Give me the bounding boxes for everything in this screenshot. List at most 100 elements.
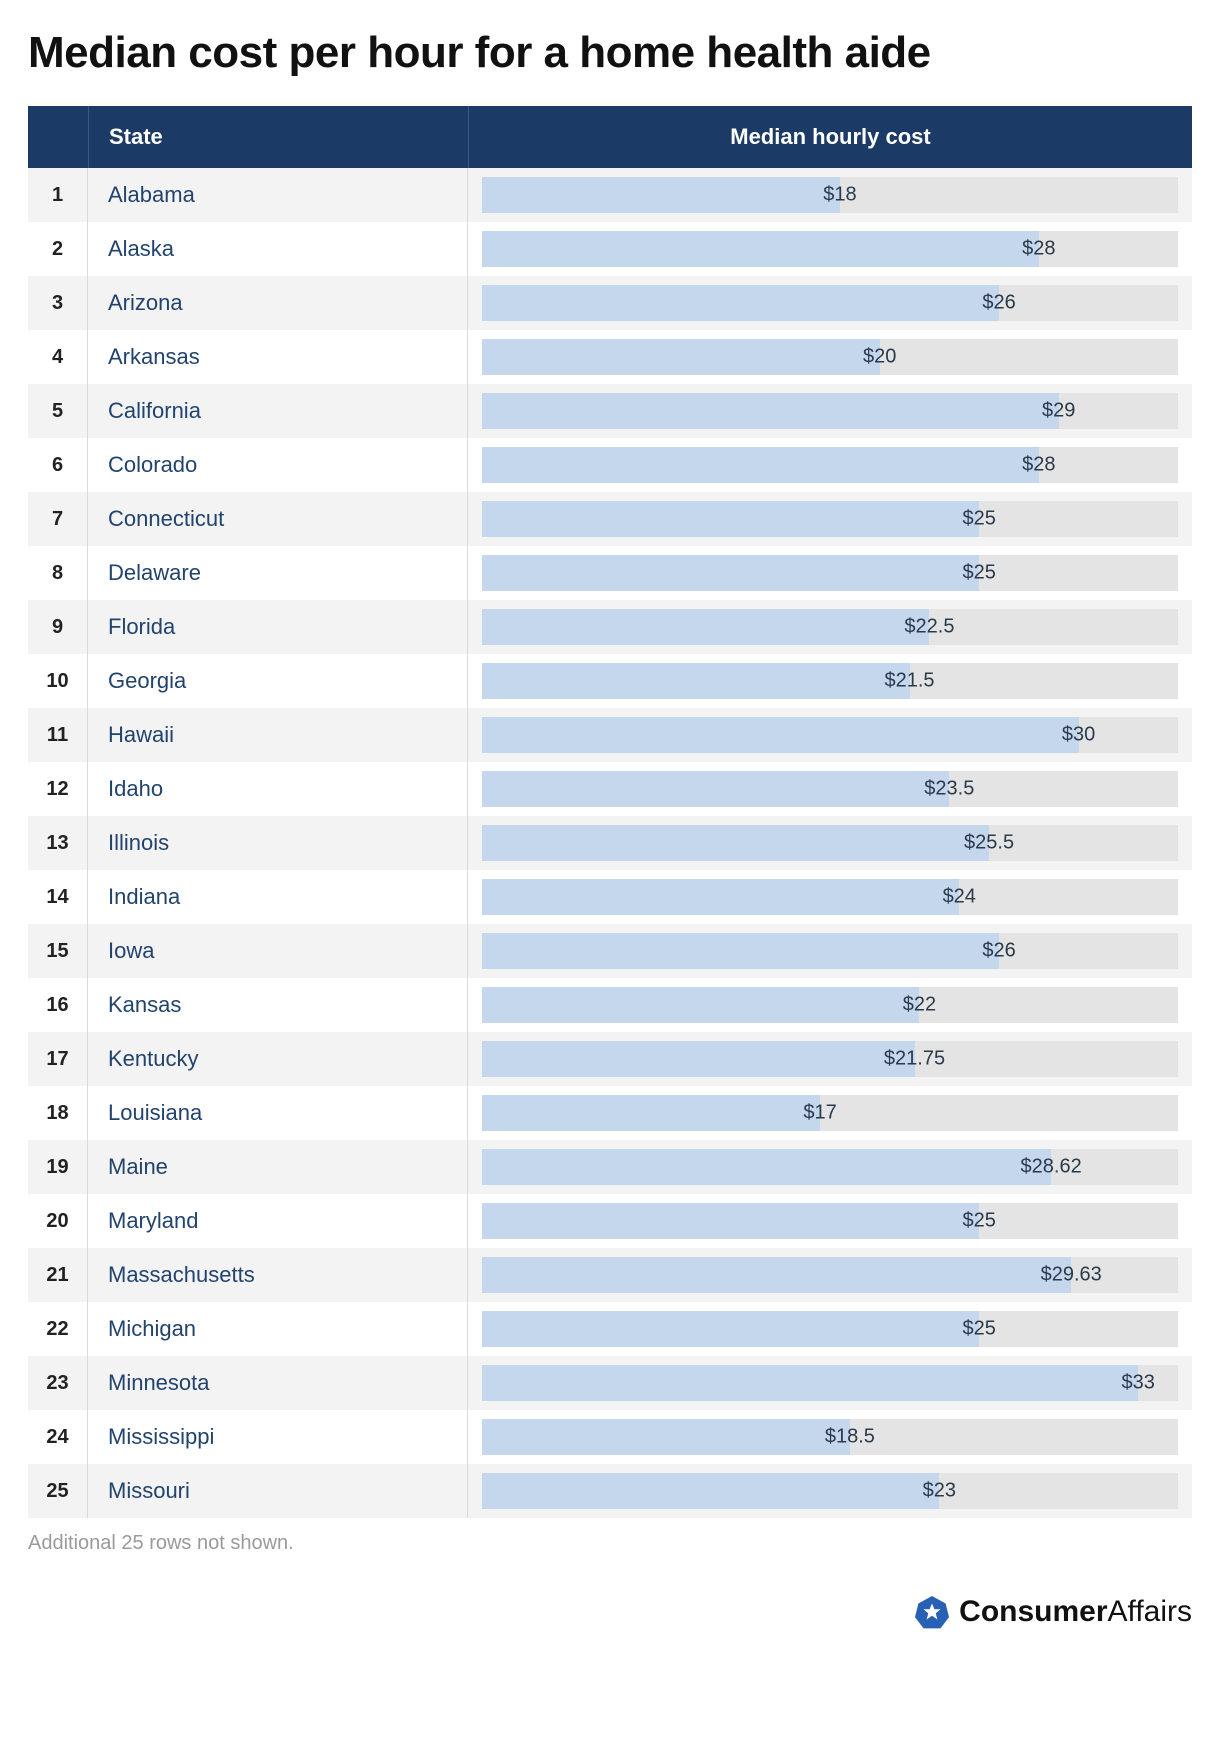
brand-badge-icon	[915, 1595, 949, 1629]
bar-value-label: $33	[1122, 1372, 1155, 1395]
state-cell[interactable]: Missouri	[88, 1464, 468, 1518]
rank-cell: 23	[28, 1356, 88, 1410]
rank-cell: 19	[28, 1140, 88, 1194]
bar-value-label: $29	[1042, 400, 1075, 423]
bar-track: $25	[482, 501, 1178, 537]
header-state: State	[88, 106, 468, 168]
rank-cell: 10	[28, 654, 88, 708]
state-cell[interactable]: Kentucky	[88, 1032, 468, 1086]
state-cell[interactable]: Mississippi	[88, 1410, 468, 1464]
bar-fill	[482, 231, 1039, 267]
rank-cell: 2	[28, 222, 88, 276]
bar-fill	[482, 1203, 979, 1239]
bar-fill	[482, 609, 929, 645]
bar-value-label: $25	[962, 1318, 995, 1341]
bar-track: $23.5	[482, 771, 1178, 807]
rank-cell: 8	[28, 546, 88, 600]
state-cell[interactable]: Michigan	[88, 1302, 468, 1356]
bar-fill	[482, 1473, 939, 1509]
state-cell[interactable]: Connecticut	[88, 492, 468, 546]
bar-fill	[482, 717, 1079, 753]
bar-value-label: $22.5	[904, 616, 954, 639]
header-cost: Median hourly cost	[468, 106, 1192, 168]
bar-fill	[482, 879, 959, 915]
state-cell[interactable]: Massachusetts	[88, 1248, 468, 1302]
bar-track: $18.5	[482, 1419, 1178, 1455]
bar-fill	[482, 177, 840, 213]
state-cell[interactable]: Alaska	[88, 222, 468, 276]
bar-fill	[482, 1041, 915, 1077]
bar-value-label: $28	[1022, 238, 1055, 261]
bar-fill	[482, 1257, 1071, 1293]
bar-value-label: $28.62	[1021, 1156, 1082, 1179]
state-cell[interactable]: Arizona	[88, 276, 468, 330]
rank-cell: 16	[28, 978, 88, 1032]
table-row: 13Illinois$25.5	[28, 816, 1192, 870]
bar-value-label: $23	[923, 1480, 956, 1503]
bar-fill	[482, 285, 999, 321]
bar-value-label: $29.63	[1041, 1264, 1102, 1287]
table-row: 10Georgia $21.5	[28, 654, 1192, 708]
bar-track: $30	[482, 717, 1178, 753]
rank-cell: 11	[28, 708, 88, 762]
cost-cell: $18.5	[468, 1410, 1192, 1464]
state-cell[interactable]: Florida	[88, 600, 468, 654]
state-cell[interactable]: Indiana	[88, 870, 468, 924]
bar-track: $25	[482, 1311, 1178, 1347]
bar-value-label: $21.5	[885, 670, 935, 693]
state-cell[interactable]: Hawaii	[88, 708, 468, 762]
cost-cell: $23.5	[468, 762, 1192, 816]
state-cell[interactable]: Delaware	[88, 546, 468, 600]
bar-fill	[482, 1311, 979, 1347]
bar-value-label: $20	[863, 346, 896, 369]
cost-cell: $33	[468, 1356, 1192, 1410]
table-body: 1Alabama$182Alaska$283Arizona$264Arkansa…	[28, 168, 1192, 1518]
state-cell[interactable]: Kansas	[88, 978, 468, 1032]
bar-track: $28.62	[482, 1149, 1178, 1185]
bar-value-label: $25	[962, 508, 995, 531]
bar-fill	[482, 555, 979, 591]
cost-cell: $24	[468, 870, 1192, 924]
rank-cell: 15	[28, 924, 88, 978]
rank-cell: 1	[28, 168, 88, 222]
state-cell[interactable]: Maine	[88, 1140, 468, 1194]
state-cell[interactable]: Illinois	[88, 816, 468, 870]
rank-cell: 25	[28, 1464, 88, 1518]
bar-track: $21.5	[482, 663, 1178, 699]
table-row: 9Florida $22.5	[28, 600, 1192, 654]
table-row: 25Missouri $23	[28, 1464, 1192, 1518]
state-cell[interactable]: Minnesota	[88, 1356, 468, 1410]
cost-cell: $29.63	[468, 1248, 1192, 1302]
bar-fill	[482, 339, 880, 375]
bar-track: $21.75	[482, 1041, 1178, 1077]
state-cell[interactable]: Arkansas	[88, 330, 468, 384]
table-row: 20Maryland$25	[28, 1194, 1192, 1248]
cost-cell: $21.75	[468, 1032, 1192, 1086]
brand-footer: ConsumerAffairs	[28, 1595, 1192, 1629]
bar-value-label: $30	[1062, 724, 1095, 747]
brand-name-rest: Affairs	[1108, 1595, 1192, 1628]
rank-cell: 9	[28, 600, 88, 654]
state-cell[interactable]: Alabama	[88, 168, 468, 222]
state-cell[interactable]: Louisiana	[88, 1086, 468, 1140]
rank-cell: 21	[28, 1248, 88, 1302]
bar-track: $22	[482, 987, 1178, 1023]
cost-cell: $25	[468, 1194, 1192, 1248]
state-cell[interactable]: California	[88, 384, 468, 438]
state-cell[interactable]: Maryland	[88, 1194, 468, 1248]
state-cell[interactable]: Georgia	[88, 654, 468, 708]
bar-track: $18	[482, 177, 1178, 213]
bar-value-label: $18.5	[825, 1426, 875, 1449]
bar-fill	[482, 1149, 1051, 1185]
bar-value-label: $22	[903, 994, 936, 1017]
bar-track: $28	[482, 447, 1178, 483]
cost-cell: $25	[468, 1302, 1192, 1356]
state-cell[interactable]: Idaho	[88, 762, 468, 816]
table-row: 16Kansas $22	[28, 978, 1192, 1032]
brand-name: ConsumerAffairs	[959, 1595, 1192, 1629]
rank-cell: 3	[28, 276, 88, 330]
cost-cell: $28	[468, 222, 1192, 276]
state-cell[interactable]: Colorado	[88, 438, 468, 492]
state-cell[interactable]: Iowa	[88, 924, 468, 978]
table-row: 7Connecticut$25	[28, 492, 1192, 546]
